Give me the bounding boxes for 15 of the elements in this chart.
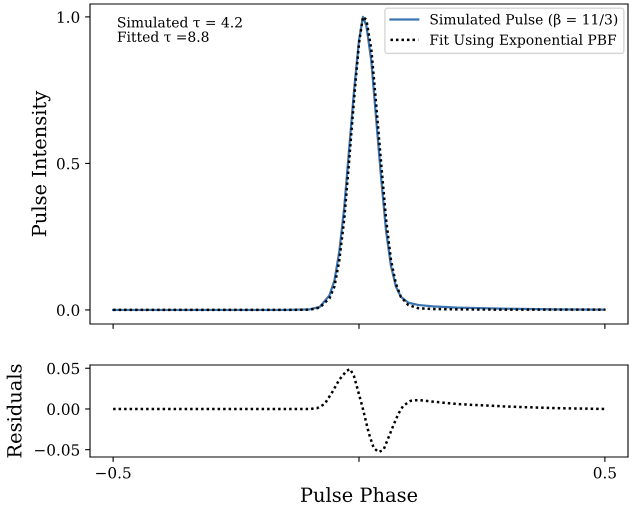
y-tick-label: −0.05 <box>35 444 80 456</box>
legend-label: Fit Using Exponential PBF <box>430 34 616 48</box>
y-tick-label: 0.5 <box>56 158 80 170</box>
y-tick-label: 0.05 <box>47 362 80 374</box>
x-axis-title: Pulse Phase <box>300 487 418 502</box>
annotation: Fitted τ =8.8 <box>118 31 209 42</box>
y-tick-label: 1.0 <box>58 11 80 23</box>
y-axis-title: Residuals <box>6 364 22 458</box>
legend-label: Simulated Pulse (β = 11/3) <box>430 14 618 28</box>
x-tick-label: −0.5 <box>96 466 130 479</box>
y-axis-title: Pulse Intensity <box>31 90 50 236</box>
y-tick-label: 0.00 <box>47 403 80 415</box>
y-tick-label: 0.0 <box>56 304 80 316</box>
line-series <box>112 368 606 454</box>
annotation: Simulated τ = 4.2 <box>118 16 242 28</box>
